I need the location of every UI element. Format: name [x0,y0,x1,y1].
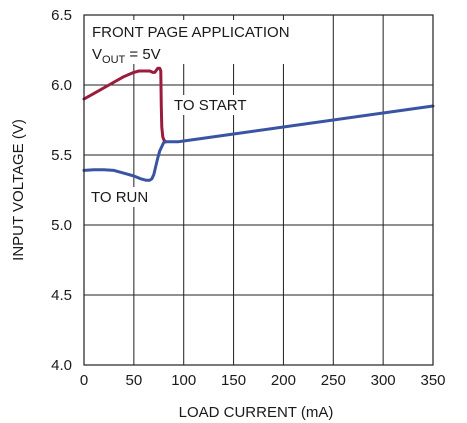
x-tick-label: 50 [126,372,143,389]
x-tick-label: 350 [420,372,445,389]
series-line-to-run [82,104,435,182]
series-line-to-start [82,66,167,143]
plot-frame [83,14,434,366]
x-tick-label: 100 [171,372,196,389]
annotation-background [87,20,309,64]
to-run-label: TO RUN [91,189,148,206]
y-axis-label: INPUT VOLTAGE (V) [10,119,27,261]
vout-suffix: = 5V [125,46,160,63]
to-start-label: TO START [174,97,247,114]
series-lines [82,66,435,182]
x-tick-label: 0 [80,372,88,389]
x-tick-label: 150 [221,372,246,389]
annotation-vout: VOUT = 5V [92,46,161,66]
vout-prefix: V [92,46,102,63]
vout-subscript: OUT [102,54,126,66]
x-tick-label: 250 [321,372,346,389]
y-tick-label: 5.0 [51,217,72,234]
annotation-title: FRONT PAGE APPLICATION [92,24,290,41]
grid-lines [84,15,433,365]
x-tick-label: 300 [371,372,396,389]
to-start-label-background [172,95,252,115]
y-tick-label: 5.5 [51,147,72,164]
y-tick-label: 4.0 [51,357,72,374]
x-tick-labels: 0 50 100 150 200 250 300 350 [80,372,446,389]
y-tick-label: 4.5 [51,287,72,304]
x-tick-label: 200 [271,372,296,389]
x-axis-label: LOAD CURRENT (mA) [179,404,334,421]
y-tick-label: 6.0 [51,77,72,94]
y-tick-labels: 4.0 4.5 5.0 5.5 6.0 6.5 [51,7,72,374]
y-tick-label: 6.5 [51,7,72,24]
to-run-label-background [89,187,153,207]
